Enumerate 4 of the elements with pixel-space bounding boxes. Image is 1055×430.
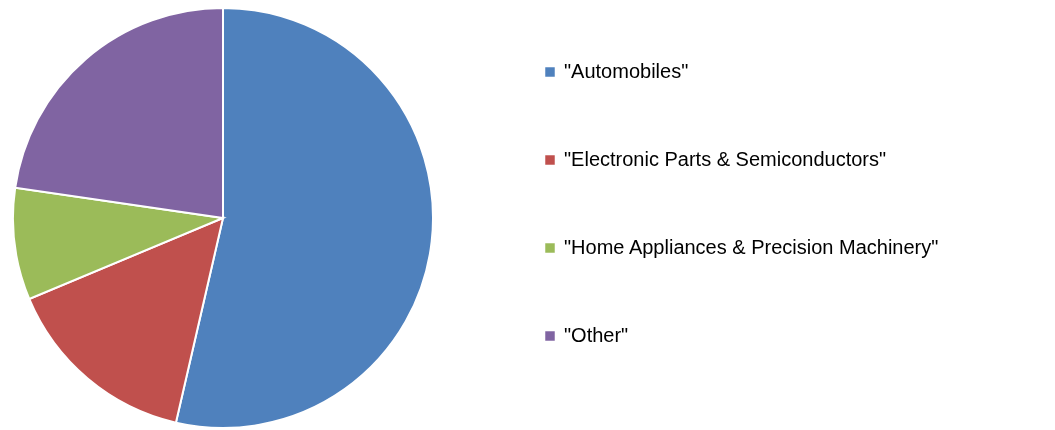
legend-label: "Other" — [564, 324, 629, 346]
legend-label: "Home Appliances & Precision Machinery" — [564, 236, 939, 258]
legend-label: "Automobiles" — [564, 60, 689, 82]
legend-label: "Electronic Parts & Semiconductors" — [564, 148, 887, 170]
